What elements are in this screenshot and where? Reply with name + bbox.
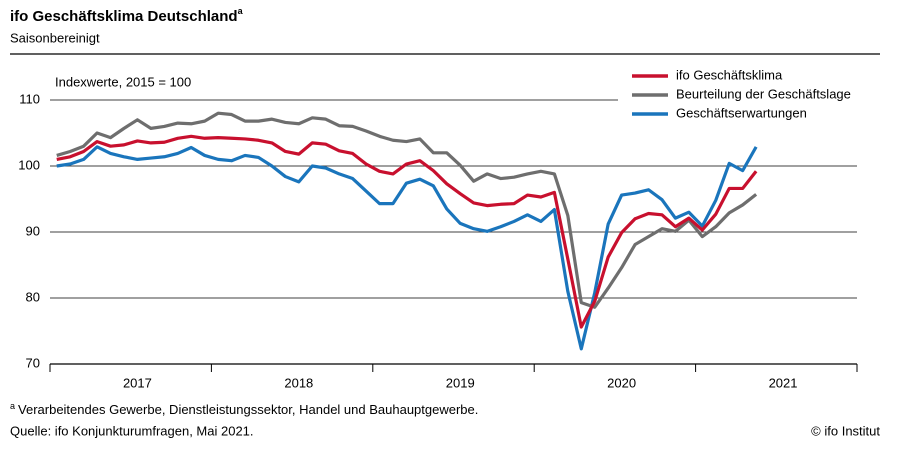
- chart-title-group: ifo Geschäftsklima Deutschlanda: [10, 6, 244, 25]
- copyright: © ifo Institut: [811, 423, 880, 438]
- y-tick-label: 90: [26, 223, 40, 238]
- line-series: [56, 111, 758, 309]
- footnote: Verarbeitendes Gewerbe, Dienstleistungss…: [18, 402, 478, 417]
- subtitle: Saisonbereinigt: [10, 30, 100, 45]
- chart-title: ifo Geschäftsklima Deutschland: [10, 8, 238, 25]
- footnote-marker: a: [10, 401, 15, 411]
- y-tick-label: 80: [26, 289, 40, 304]
- x-tick-label: 2018: [284, 375, 313, 390]
- line-series: [56, 145, 758, 351]
- annotation: Indexwerte, 2015 = 100: [55, 74, 191, 89]
- legend-label: Beurteilung der Geschäftslage: [676, 86, 851, 101]
- title-marker: a: [238, 6, 244, 16]
- y-tick-label: 110: [19, 91, 40, 106]
- y-tick-label: 70: [26, 355, 40, 370]
- x-tick-label: 2017: [123, 375, 152, 390]
- line-series: [56, 134, 758, 329]
- y-tick-label: 100: [18, 157, 40, 172]
- source: Quelle: ifo Konjunkturumfragen, Mai 2021…: [10, 423, 254, 438]
- x-tick-label: 2021: [769, 375, 798, 390]
- footnote-group: a Verarbeitendes Gewerbe, Dienstleistungs…: [10, 401, 478, 417]
- x-tick-label: 2019: [446, 375, 475, 390]
- x-tick-label: 2020: [607, 375, 636, 390]
- legend-label: Geschäftserwartungen: [676, 105, 807, 120]
- legend-label: ifo Geschäftsklima: [676, 67, 783, 82]
